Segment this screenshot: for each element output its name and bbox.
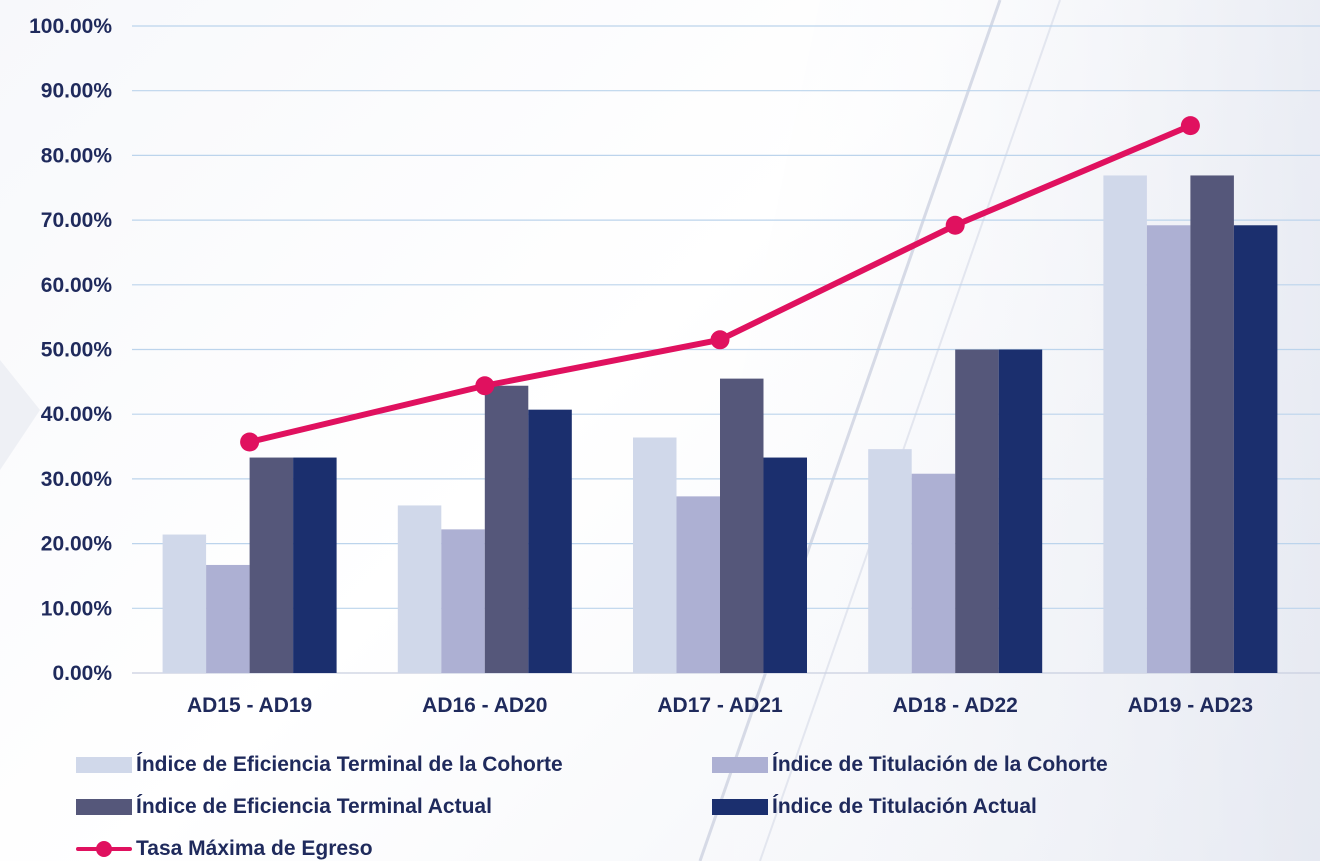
bar	[763, 457, 807, 673]
bar	[1233, 225, 1278, 673]
x-tick-label: AD17 - AD21	[657, 694, 783, 717]
line-point	[1180, 116, 1200, 136]
y-tick-label: 0.00%	[52, 662, 112, 685]
bar	[998, 349, 1043, 673]
bar	[162, 534, 207, 673]
line-point	[240, 432, 260, 452]
y-tick-label: 70.00%	[41, 209, 113, 232]
bar	[633, 437, 677, 673]
bar	[293, 457, 337, 673]
bar	[206, 564, 250, 673]
legend-item-eficiencia-actual: Índice de Eficiencia Terminal Actual	[76, 790, 492, 824]
legend-swatch	[712, 799, 768, 815]
bar	[441, 529, 485, 673]
bar	[249, 457, 294, 673]
legend-item-titulacion-cohorte: Índice de Titulación de la Cohorte	[712, 748, 1108, 782]
x-tick-label: AD19 - AD23	[1128, 694, 1253, 717]
y-tick-label: 60.00%	[41, 274, 113, 297]
y-axis-tick-labels: 0.00% 10.00% 20.00% 30.00% 40.00% 50.00% 60.00…	[29, 15, 112, 685]
y-tick-label: 20.00%	[41, 533, 113, 556]
bars	[162, 175, 1278, 673]
bar	[1190, 175, 1234, 673]
bar	[720, 378, 764, 673]
background-stroke	[698, 0, 1002, 861]
line-point	[710, 330, 730, 350]
line-point	[475, 376, 495, 396]
bar	[676, 496, 720, 673]
legend-label: Índice de Eficiencia Terminal de la Coho…	[136, 753, 563, 776]
y-tick-label: 50.00%	[41, 339, 113, 362]
bar	[868, 449, 912, 673]
legend-item-eficiencia-cohorte: Índice de Eficiencia Terminal de la Coho…	[76, 748, 563, 782]
y-tick-label: 30.00%	[41, 468, 113, 491]
x-tick-label: AD18 - AD22	[893, 694, 1018, 717]
line-point	[945, 215, 965, 235]
y-tick-label: 100.00%	[29, 15, 112, 38]
legend-line-swatch	[76, 841, 132, 857]
legend-swatch	[76, 799, 132, 815]
legend-swatch	[712, 757, 768, 773]
y-tick-label: 80.00%	[41, 144, 113, 167]
bar	[484, 385, 529, 673]
line-series	[240, 116, 1200, 452]
background-stroke	[759, 0, 1061, 861]
bar	[528, 409, 572, 673]
x-axis-tick-labels: AD15 - AD19 AD16 - AD20 AD17 - AD21 AD18 - …	[187, 694, 1253, 717]
bar	[397, 505, 442, 673]
legend-label: Tasa Máxima de Egreso	[136, 837, 373, 860]
bar	[1103, 175, 1147, 673]
y-tick-label: 90.00%	[41, 80, 113, 103]
bar	[955, 349, 999, 673]
bar	[911, 473, 956, 673]
background-triangle	[0, 360, 40, 470]
bar	[1146, 225, 1191, 673]
y-tick-label: 10.00%	[41, 597, 113, 620]
legend-label: Índice de Titulación Actual	[772, 795, 1037, 818]
x-tick-label: AD15 - AD19	[187, 694, 312, 717]
x-tick-label: AD16 - AD20	[422, 694, 547, 717]
legend-label: Índice de Titulación de la Cohorte	[772, 753, 1108, 776]
legend-item-tasa-maxima: Tasa Máxima de Egreso	[76, 832, 373, 861]
y-tick-label: 40.00%	[41, 403, 113, 426]
legend: Índice de Eficiencia Terminal de la Coho…	[0, 740, 1320, 861]
legend-item-titulacion-actual: Índice de Titulación Actual	[712, 790, 1037, 824]
legend-swatch	[76, 757, 132, 773]
legend-label: Índice de Eficiencia Terminal Actual	[136, 795, 492, 818]
